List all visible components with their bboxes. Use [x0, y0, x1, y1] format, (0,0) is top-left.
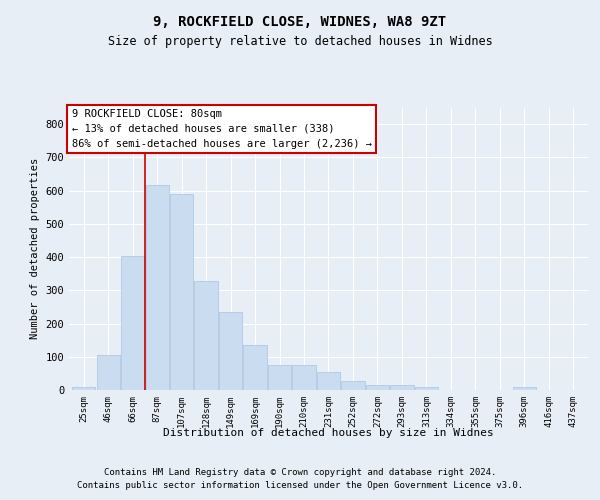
Text: Distribution of detached houses by size in Widnes: Distribution of detached houses by size …	[163, 428, 494, 438]
Bar	[97, 355, 120, 390]
Bar	[194, 281, 218, 390]
Bar	[292, 364, 316, 390]
Text: 9, ROCKFIELD CLOSE, WIDNES, WA8 9ZT: 9, ROCKFIELD CLOSE, WIDNES, WA8 9ZT	[154, 16, 446, 30]
Bar	[341, 381, 365, 390]
Bar	[366, 384, 389, 390]
Bar	[268, 364, 291, 390]
Bar	[513, 388, 536, 390]
Text: Contains public sector information licensed under the Open Government Licence v3: Contains public sector information licen…	[77, 482, 523, 490]
Bar	[219, 312, 242, 390]
Text: Contains HM Land Registry data © Crown copyright and database right 2024.: Contains HM Land Registry data © Crown c…	[104, 468, 496, 477]
Y-axis label: Number of detached properties: Number of detached properties	[30, 158, 40, 340]
Bar	[146, 186, 169, 390]
Bar	[121, 256, 144, 390]
Bar	[244, 345, 266, 390]
Text: 9 ROCKFIELD CLOSE: 80sqm
← 13% of detached houses are smaller (338)
86% of semi-: 9 ROCKFIELD CLOSE: 80sqm ← 13% of detach…	[71, 109, 371, 148]
Bar	[391, 384, 413, 390]
Bar	[317, 372, 340, 390]
Bar	[415, 388, 438, 390]
Bar	[170, 194, 193, 390]
Text: Size of property relative to detached houses in Widnes: Size of property relative to detached ho…	[107, 34, 493, 48]
Bar	[72, 388, 95, 390]
